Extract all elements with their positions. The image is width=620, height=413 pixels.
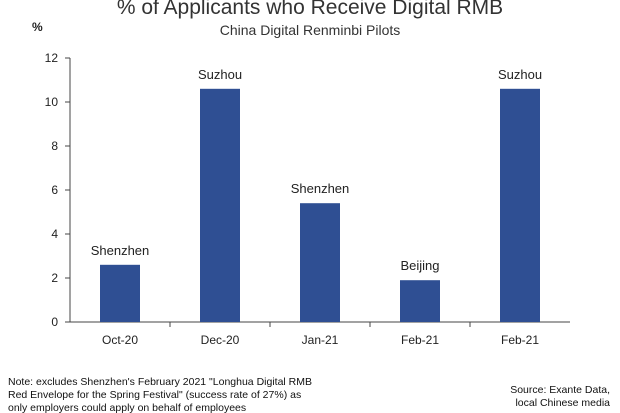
x-axis: Oct-20 Dec-20 Jan-21 Feb-21 Feb-21 [70, 321, 570, 347]
bar [200, 88, 240, 322]
y-tick-label: 6 [51, 183, 58, 197]
source-line-1: Source: Exante Data, [510, 384, 610, 396]
bar-label: Beijing [400, 258, 439, 273]
x-tick-label: Oct-20 [102, 333, 138, 347]
y-tick-label: 8 [51, 139, 58, 153]
source-note: Source: Exante Data, local Chinese media [410, 384, 610, 410]
y-tick-label: 12 [45, 51, 59, 65]
chart-subtitle: China Digital Renminbi Pilots [219, 22, 401, 38]
bar [100, 264, 140, 322]
bar-label: Shenzhen [291, 181, 350, 196]
x-tick-label: Dec-20 [201, 333, 240, 347]
bar [400, 280, 440, 322]
y-tick-label: 10 [45, 95, 59, 109]
bar-label: Shenzhen [91, 243, 150, 258]
y-tick-label: 0 [51, 315, 58, 329]
y-axis: 0 2 4 6 8 10 12 [45, 51, 71, 329]
bar [300, 203, 340, 322]
bars: Shenzhen Suzhou Shenzhen Beijing Suzhou [91, 67, 542, 322]
source-line-2: local Chinese media [515, 397, 610, 409]
bar-chart: 0 2 4 6 8 10 12 Oct-20 Dec-20 Jan-21 Feb-21 Feb-21… [45, 51, 570, 347]
y-tick-label: 4 [51, 227, 58, 241]
y-axis-unit-label: % [32, 20, 43, 34]
x-tick-label: Feb-21 [501, 333, 539, 347]
footnote-line-3: only employers could apply on behalf of … [8, 402, 247, 413]
footnote-line-1: Note: excludes Shenzhen's February 2021 … [8, 376, 312, 388]
x-tick-label: Jan-21 [302, 333, 339, 347]
bar-label: Suzhou [498, 67, 542, 82]
bar [500, 88, 540, 322]
footnote: Note: excludes Shenzhen's February 2021 … [8, 376, 378, 413]
footnote-line-2: Red Envelope for the Spring Festival" (s… [8, 389, 302, 401]
bar-label: Suzhou [198, 67, 242, 82]
y-tick-label: 2 [51, 271, 58, 285]
chart-title: % of Applicants who Receive Digital RMB [116, 0, 504, 19]
x-tick-label: Feb-21 [401, 333, 439, 347]
